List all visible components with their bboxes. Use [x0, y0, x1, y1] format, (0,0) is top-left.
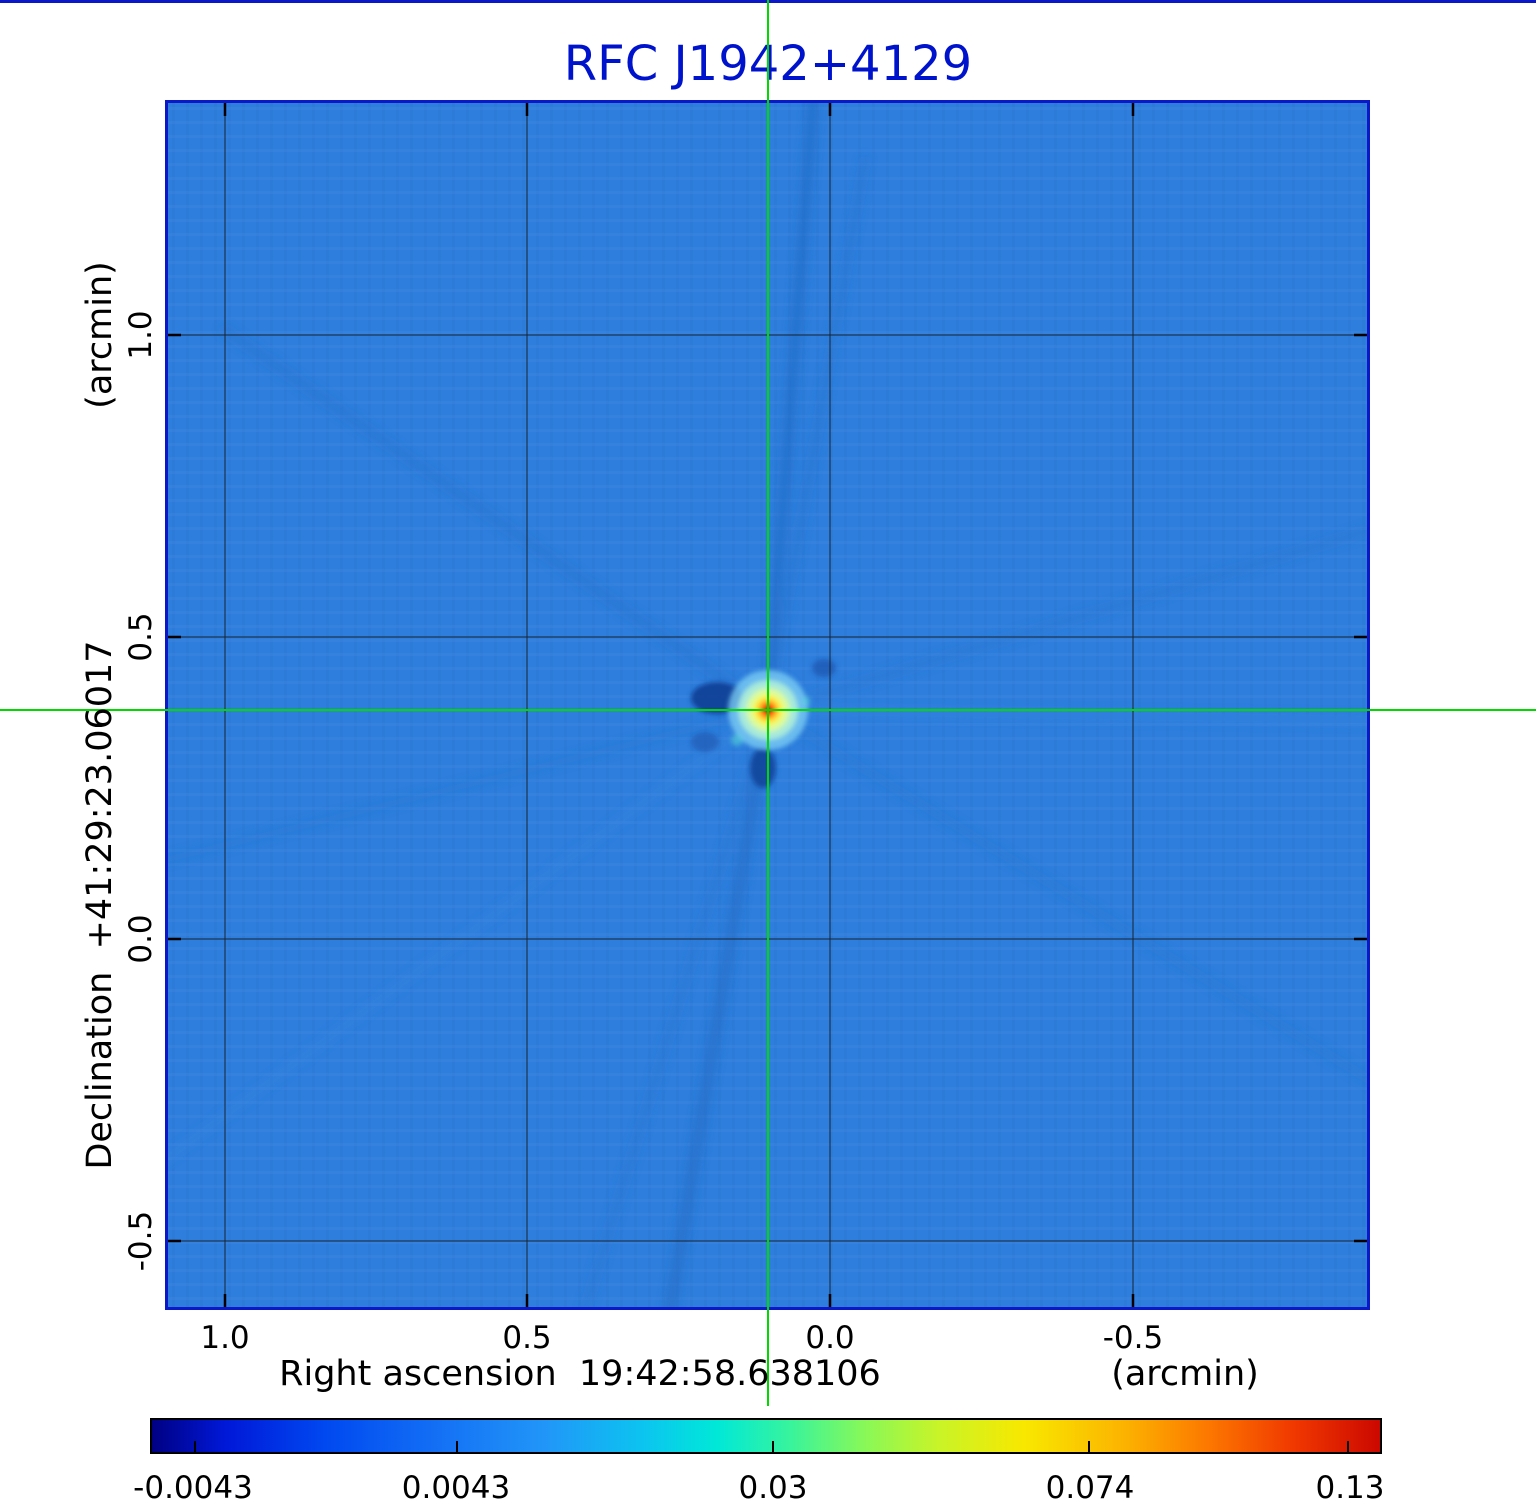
y-tick-label-1: 0.5: [123, 612, 159, 662]
x-axis-label: Right ascension 19:42:58.638106: [279, 1354, 881, 1394]
y-axis-label: Declination +41:29:23.06017: [80, 640, 120, 1170]
y-tick-label-0: 1.0: [123, 310, 159, 360]
y-axis-unit-label: (arcmin): [80, 261, 120, 409]
x-tick-label-2: 0.0: [805, 1320, 855, 1356]
colorbar-label-0: -0.0043: [133, 1470, 253, 1506]
colorbar: [150, 1418, 1382, 1454]
colorbar-gradient: [152, 1420, 1380, 1452]
colorbar-label-2: 0.03: [738, 1470, 808, 1506]
x-tick-label-1: 0.5: [502, 1320, 552, 1356]
colorbar-label-3: 0.074: [1045, 1470, 1135, 1506]
colorbar-label-4: 0.13: [1315, 1470, 1385, 1506]
colorbar-tick-1: [455, 1441, 458, 1452]
sidelobe-streaks: [165, 100, 1370, 1310]
y-tick-label-3: -0.5: [123, 1210, 159, 1272]
x-tick-label-3: -0.5: [1102, 1320, 1164, 1356]
colorbar-tick-2: [772, 1441, 775, 1452]
x-axis-unit-label: (arcmin): [1111, 1354, 1259, 1394]
crosshair-vertical-line: [767, 0, 769, 1406]
colorbar-tick-3: [1087, 1441, 1090, 1452]
x-tick-label-0: 1.0: [200, 1320, 250, 1356]
colorbar-tick-4: [1347, 1441, 1350, 1452]
figure-title: RFC J1942+4129: [563, 36, 973, 92]
colorbar-label-1: 0.0043: [401, 1470, 511, 1506]
colorbar-tick-0: [193, 1441, 196, 1452]
crosshair-horizontal-line: [0, 709, 1536, 711]
y-tick-label-2: 0.0: [123, 914, 159, 964]
